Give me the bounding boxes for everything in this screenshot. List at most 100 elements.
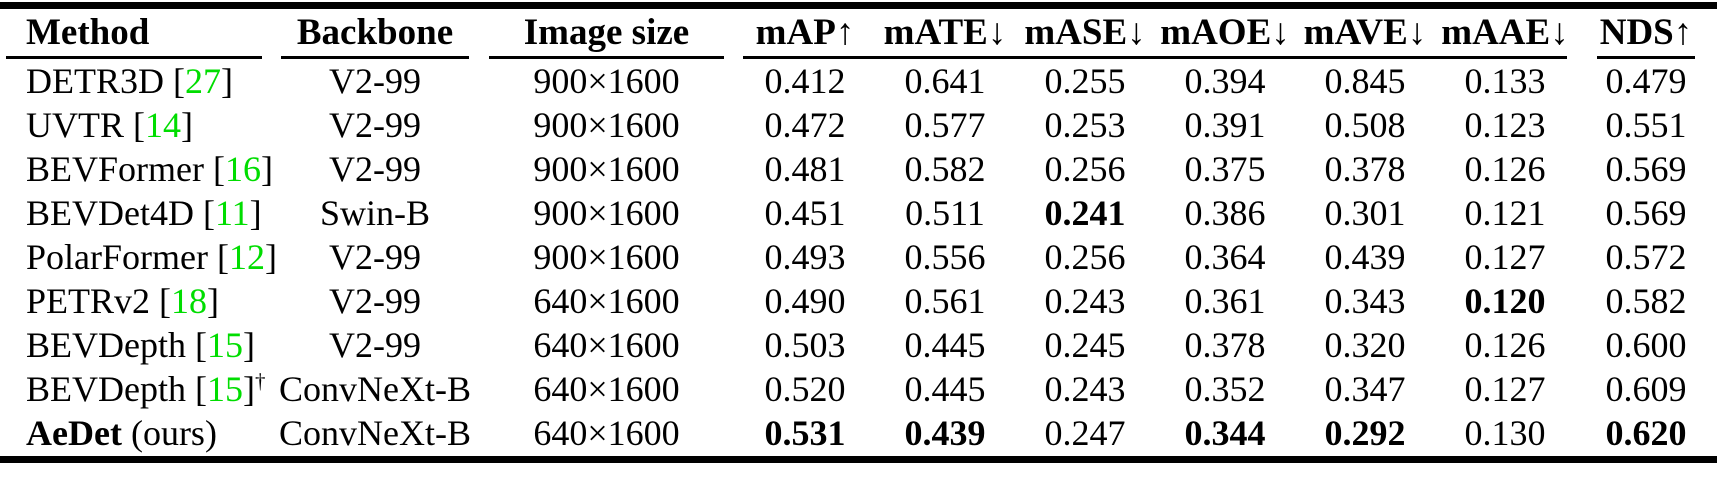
table-row-ours: AeDet (ours) ConvNeXt-B 640×1600 0.531 0… [0,411,1717,455]
mase-cell: 0.253 [1044,105,1126,145]
maoe-cell: 0.352 [1184,369,1266,409]
method-cell: PolarFormer [12] [0,235,277,279]
nds-cell: 0.600 [1605,325,1687,365]
method-name: PolarFormer [26,237,208,277]
image-size-cell: 640×1600 [533,413,680,453]
results-table: Method Backbone Image size mAP↑ mATE↓ mA… [0,2,1717,463]
image-size-cell: 640×1600 [533,325,680,365]
maoe-cell: 0.361 [1184,281,1266,321]
cite-bracket: [ [203,149,225,189]
citation-link[interactable]: 18 [171,281,208,321]
backbone-cell: ConvNeXt-B [279,369,471,409]
method-cell: UVTR [14] [0,103,272,147]
nds-cell: 0.572 [1605,237,1687,277]
mave-cell: 0.301 [1324,193,1406,233]
method-header-rule [6,56,262,59]
backbone-cell: V2-99 [329,237,421,277]
maae-cell: 0.121 [1464,193,1546,233]
mase-cell: 0.245 [1044,325,1126,365]
mave-cell: 0.343 [1324,281,1406,321]
cite-bracket: ] [181,105,193,145]
nds-cell: 0.551 [1605,105,1687,145]
method-cell: BEVDepth [15]† [0,367,272,411]
mate-cell: 0.445 [904,325,986,365]
mase-cell: 0.256 [1044,149,1126,189]
mate-cell: 0.561 [904,281,986,321]
cite-bracket: [ [193,193,215,233]
mave-cell: 0.347 [1324,369,1406,409]
mave-cell: 0.508 [1324,105,1406,145]
nds-cell: 0.569 [1605,193,1687,233]
column-header-maae: mAAE↓ [1441,12,1569,53]
citation-link[interactable]: 14 [145,105,181,145]
map-cell: 0.531 [764,413,846,453]
citation-link[interactable]: 15 [206,369,243,409]
column-header-backbone: Backbone [296,12,454,53]
table-row: PETRv2 [18] V2-99 640×1600 0.490 0.561 0… [0,279,1717,323]
maae-cell: 0.127 [1464,237,1546,277]
method-name: AeDet [26,413,122,453]
column-header-method: Method [26,12,150,53]
maoe-cell: 0.394 [1184,61,1266,101]
mave-cell: 0.845 [1324,61,1406,101]
image-size-cell: 900×1600 [533,61,680,101]
map-cell: 0.520 [764,369,846,409]
maae-cell: 0.130 [1464,413,1546,453]
maae-cell: 0.127 [1464,369,1546,409]
backbone-cell: V2-99 [329,105,421,145]
column-header-mave: mAVE↓ [1303,12,1427,53]
method-cell: AeDet (ours) [0,411,272,455]
table-row: UVTR [14] V2-99 900×1600 0.472 0.577 0.2… [0,103,1717,147]
method-name: UVTR [26,105,124,145]
cite-bracket: ] [221,61,233,101]
map-cell: 0.472 [764,105,846,145]
column-header-mate: mATE↓ [883,12,1007,53]
backbone-cell: V2-99 [329,61,421,101]
citation-link[interactable]: 12 [228,237,265,277]
image-size-cell: 900×1600 [533,105,680,145]
mase-cell: 0.243 [1044,281,1126,321]
maoe-cell: 0.344 [1184,413,1266,453]
citation-link[interactable]: 11 [214,193,250,233]
method-name: BEVFormer [26,149,204,189]
image-size-cell: 900×1600 [533,149,680,189]
nds-cell: 0.609 [1605,369,1687,409]
nds-cell: 0.582 [1605,281,1687,321]
header-midrules-row [0,56,1717,59]
mave-cell: 0.439 [1324,237,1406,277]
mate-cell: 0.556 [904,237,986,277]
maae-cell: 0.126 [1464,325,1546,365]
table-row: BEVDepth [15]† ConvNeXt-B 640×1600 0.520… [0,367,1717,411]
column-header-maoe: mAOE↓ [1160,12,1290,53]
mate-cell: 0.577 [904,105,986,145]
dagger-marker: † [254,369,266,393]
method-name: BEVDet4D [26,193,194,233]
table-row: BEVDepth [15] V2-99 640×1600 0.503 0.445… [0,323,1717,367]
mate-cell: 0.439 [904,413,986,453]
backbone-cell: V2-99 [329,281,421,321]
mase-cell: 0.241 [1044,193,1126,233]
image-size-cell: 640×1600 [533,369,680,409]
maoe-cell: 0.364 [1184,237,1266,277]
metrics-group-rule [743,56,875,59]
citation-link[interactable]: 27 [185,61,221,101]
column-header-map: mAP↑ [755,12,855,53]
maoe-cell: 0.386 [1184,193,1266,233]
mate-cell: 0.641 [904,61,986,101]
maae-cell: 0.120 [1464,281,1546,321]
method-name: BEVDepth [26,325,186,365]
citation-link[interactable]: 16 [224,149,261,189]
table-top-rule [0,2,1717,9]
backbone-cell: Swin-B [319,193,431,233]
nds-cell: 0.620 [1605,413,1687,453]
method-name: BEVDepth [26,369,186,409]
column-header-mase: mASE↓ [1024,12,1146,53]
citation-link[interactable]: 15 [206,325,243,365]
column-header-image-size: Image size [523,12,690,53]
header-row: Method Backbone Image size mAP↑ mATE↓ mA… [0,9,1717,56]
mave-cell: 0.292 [1324,413,1406,453]
maoe-cell: 0.375 [1184,149,1266,189]
cite-bracket: [ [150,281,172,321]
method-name: PETRv2 [26,281,151,321]
image-size-header-rule [489,56,724,59]
